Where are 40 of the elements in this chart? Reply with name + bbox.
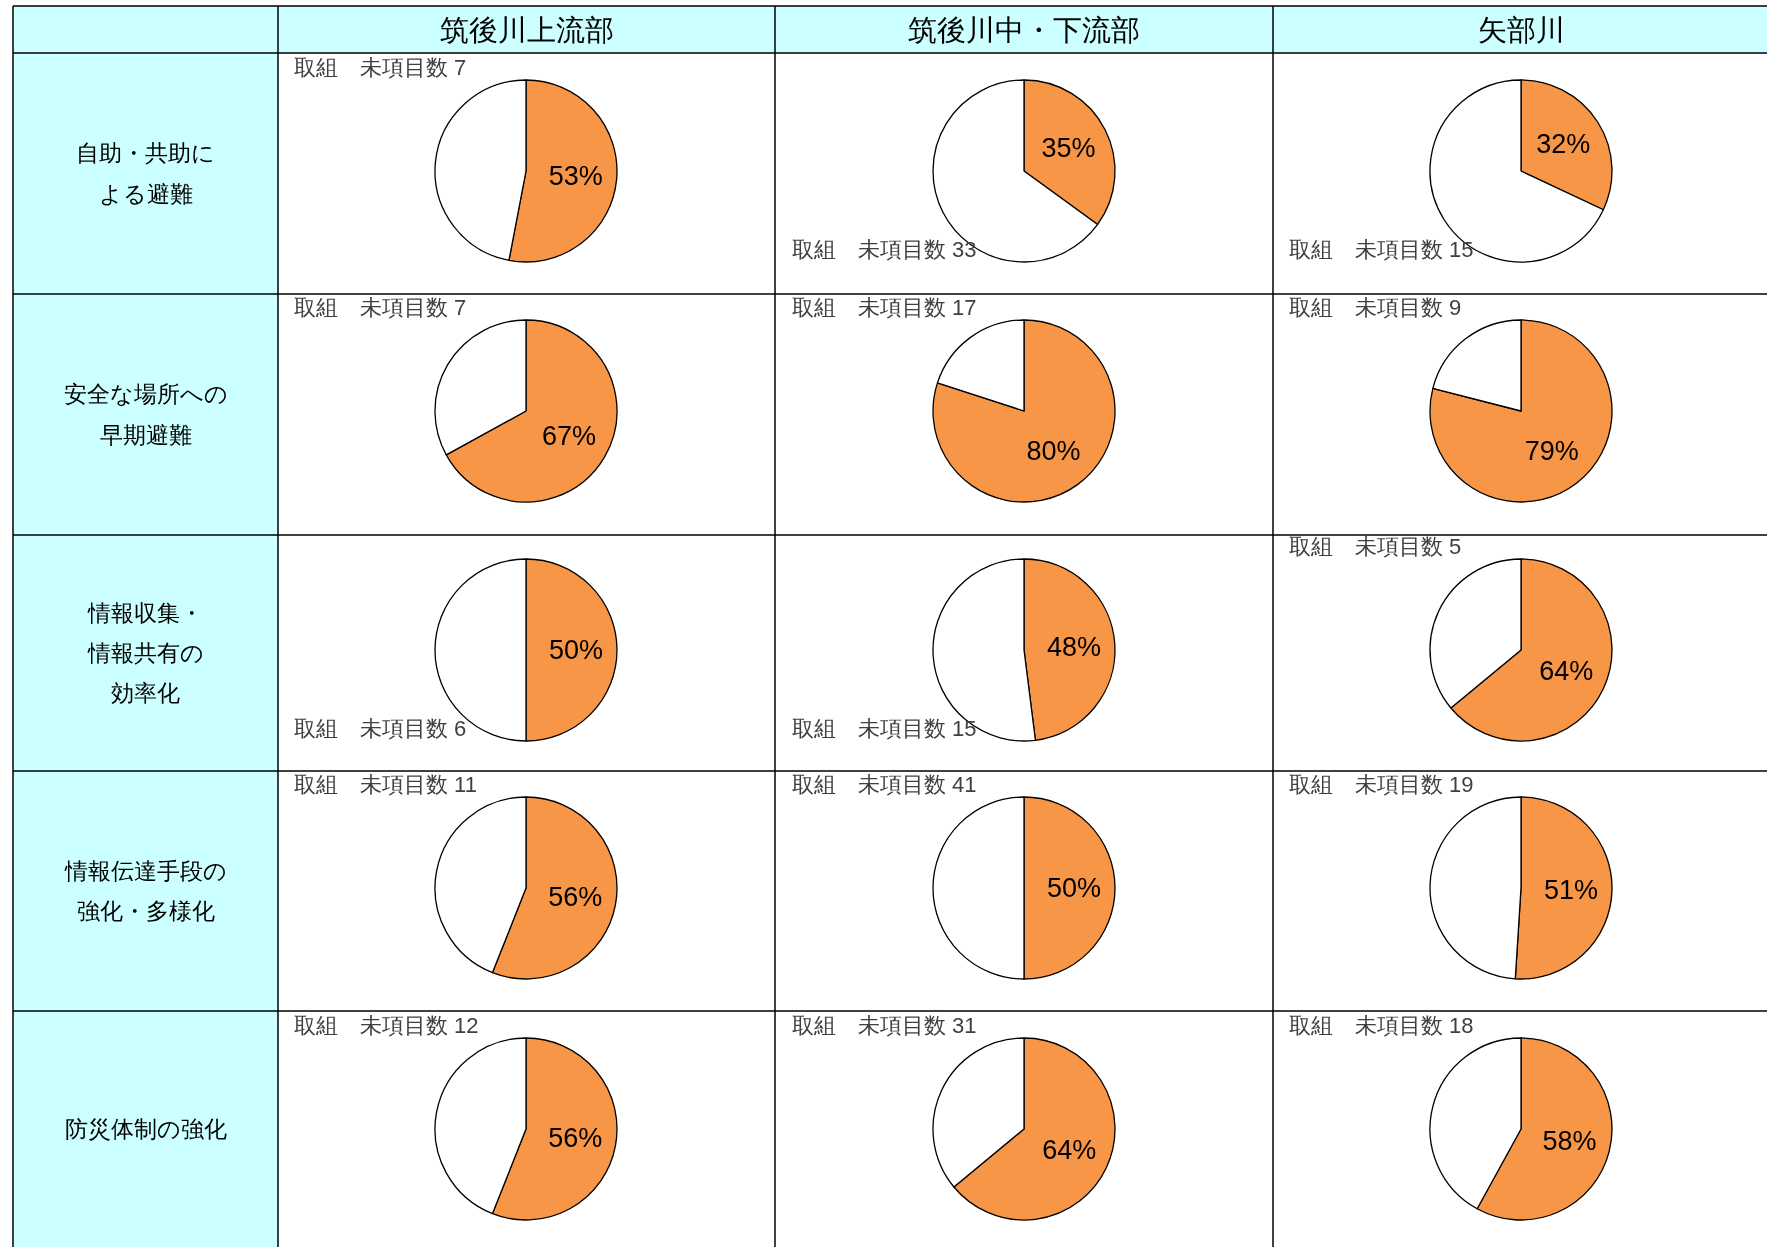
data-label: 56% (548, 1123, 603, 1154)
data-label: 取組 未項目数 6 (294, 716, 467, 741)
data-label: 32% (1536, 129, 1591, 160)
data-label: 67% (542, 421, 597, 452)
data-label: 64% (1539, 656, 1594, 687)
data-label: 64% (1042, 1135, 1097, 1166)
data-label: 35% (1041, 133, 1096, 164)
data-label: 取組 未項目数 15 (792, 716, 977, 741)
data-label: 58% (1542, 1126, 1597, 1157)
data-label: 48% (1046, 631, 1101, 662)
data-label: 取組 未項目数 18 (1289, 1013, 1474, 1038)
data-label: 取組 未項目数 41 (792, 772, 977, 797)
text: 情報伝達手段の強化・多様化 (63, 857, 227, 925)
text: 安全な場所への早期避難 (63, 381, 228, 448)
data-label: 79% (1524, 435, 1579, 466)
data-label: 取組 未項目数 19 (1289, 772, 1474, 797)
data-label: 取組 未項目数 33 (792, 237, 977, 262)
data-label: 取組 未項目数 7 (294, 55, 467, 80)
data-label: 51% (1544, 874, 1599, 905)
text: 自助・共助による避難 (76, 140, 215, 207)
text: 情報収集・情報共有の効率化 (86, 599, 204, 707)
data-label: 取組 未項目数 7 (294, 295, 467, 320)
data-label: 50% (549, 635, 604, 665)
data-label: 取組 未項目数 17 (792, 295, 977, 320)
data-label: 取組 未項目数 31 (792, 1013, 977, 1038)
data-label: 53% (548, 160, 603, 191)
data-label: 80% (1026, 436, 1081, 467)
data-label: 取組 未項目数 5 (1289, 534, 1462, 559)
text: 矢部川 (1477, 13, 1565, 46)
data-label: 取組 未項目数 15 (1289, 237, 1474, 262)
text: 筑後川上流部 (439, 13, 614, 46)
data-label: 50% (1047, 873, 1102, 903)
pie-slice (1429, 319, 1613, 503)
data-label: 取組 未項目数 12 (294, 1013, 479, 1038)
data-label: 取組 未項目数 9 (1289, 295, 1462, 320)
text: 防災体制の強化 (64, 1116, 227, 1143)
text: 筑後川中・下流部 (908, 13, 1140, 46)
pie-slice (932, 319, 1116, 503)
data-label: 取組 未項目数 11 (294, 772, 477, 797)
data-label: 56% (548, 882, 603, 913)
